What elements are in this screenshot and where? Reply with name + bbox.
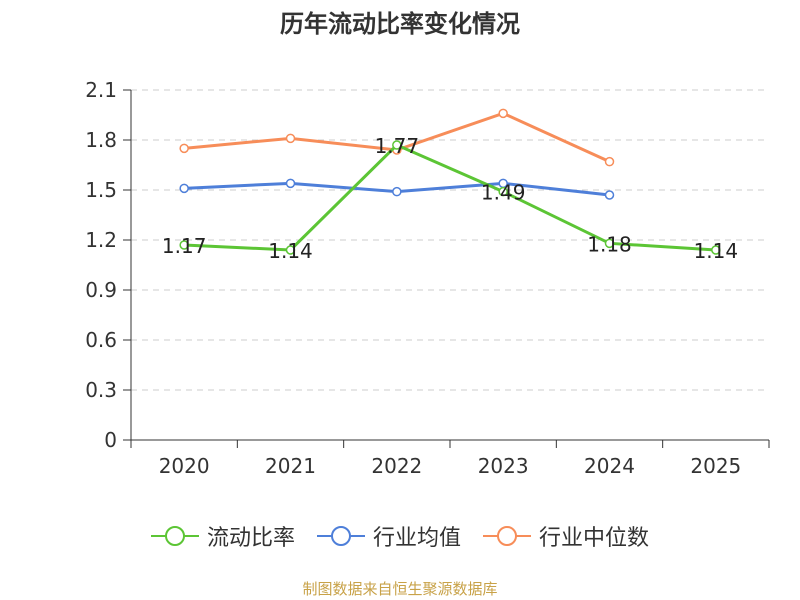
data-point (604, 156, 615, 167)
series-lines (179, 108, 721, 255)
chart-title: 历年流动比率变化情况 (280, 10, 520, 38)
x-tick-label: 2021 (265, 454, 316, 478)
data-point (179, 143, 189, 154)
legend: 流动比率 行业均值 行业中位数 (0, 520, 800, 552)
legend-label: 流动比率 (206, 526, 295, 551)
data-point (179, 183, 189, 194)
data-label: 1.17 (162, 234, 207, 258)
x-tick-label: 2024 (584, 454, 635, 478)
legend-line-marker-icon (150, 526, 199, 546)
y-tick-label: 0 (104, 428, 117, 452)
data-label: 1.18 (587, 232, 632, 256)
data-point (285, 245, 296, 255)
legend-item[interactable]: 流动比率 (150, 520, 295, 552)
y-tick-label: 2.1 (85, 78, 117, 102)
data-point (604, 190, 615, 200)
data-label: 1.49 (481, 181, 526, 205)
data-point (179, 240, 189, 250)
data-point (392, 140, 402, 150)
legend-label: 行业均值 (372, 526, 461, 551)
series-line-0 (184, 143, 716, 252)
data-point (285, 133, 296, 144)
legend-item[interactable]: 行业均值 (316, 520, 461, 552)
data-point (392, 186, 402, 197)
grid-lines (131, 89, 769, 391)
y-tick-label: 1.5 (85, 178, 117, 202)
x-tick-label: 2022 (371, 454, 422, 478)
legend-item[interactable]: 行业中位数 (483, 520, 649, 552)
data-label: 1.14 (268, 239, 313, 263)
legend-label: 行业中位数 (539, 526, 650, 551)
data-point (498, 108, 508, 119)
legend-line-marker-icon (483, 526, 531, 546)
x-tick-label: 2025 (690, 454, 741, 478)
y-tick-label: 0.3 (85, 378, 117, 402)
data-labels: 1.17 1.14 1.77 1.49 1.18 1.14 (162, 134, 738, 263)
data-label: 1.77 (375, 134, 420, 158)
y-tick-label: 1.2 (85, 228, 117, 252)
x-tick-label: 2023 (478, 454, 529, 478)
data-point (285, 178, 296, 189)
source-note: 制图数据来自恒生聚源数据库 (302, 580, 498, 598)
y-tick-label: 0.9 (85, 278, 117, 302)
data-label: 1.14 (694, 239, 739, 263)
y-tick-label: 1.8 (85, 128, 117, 152)
legend-line-marker-icon (316, 526, 365, 546)
data-point (711, 245, 721, 255)
axes: 0 0.3 0.6 0.9 1.2 1.5 1.8 2.1 2020 2021 2022 2023 20… (85, 78, 770, 478)
data-point (604, 238, 615, 249)
y-tick-label: 0.6 (85, 328, 117, 352)
data-point (498, 186, 508, 197)
x-tick-label: 2020 (159, 454, 210, 478)
